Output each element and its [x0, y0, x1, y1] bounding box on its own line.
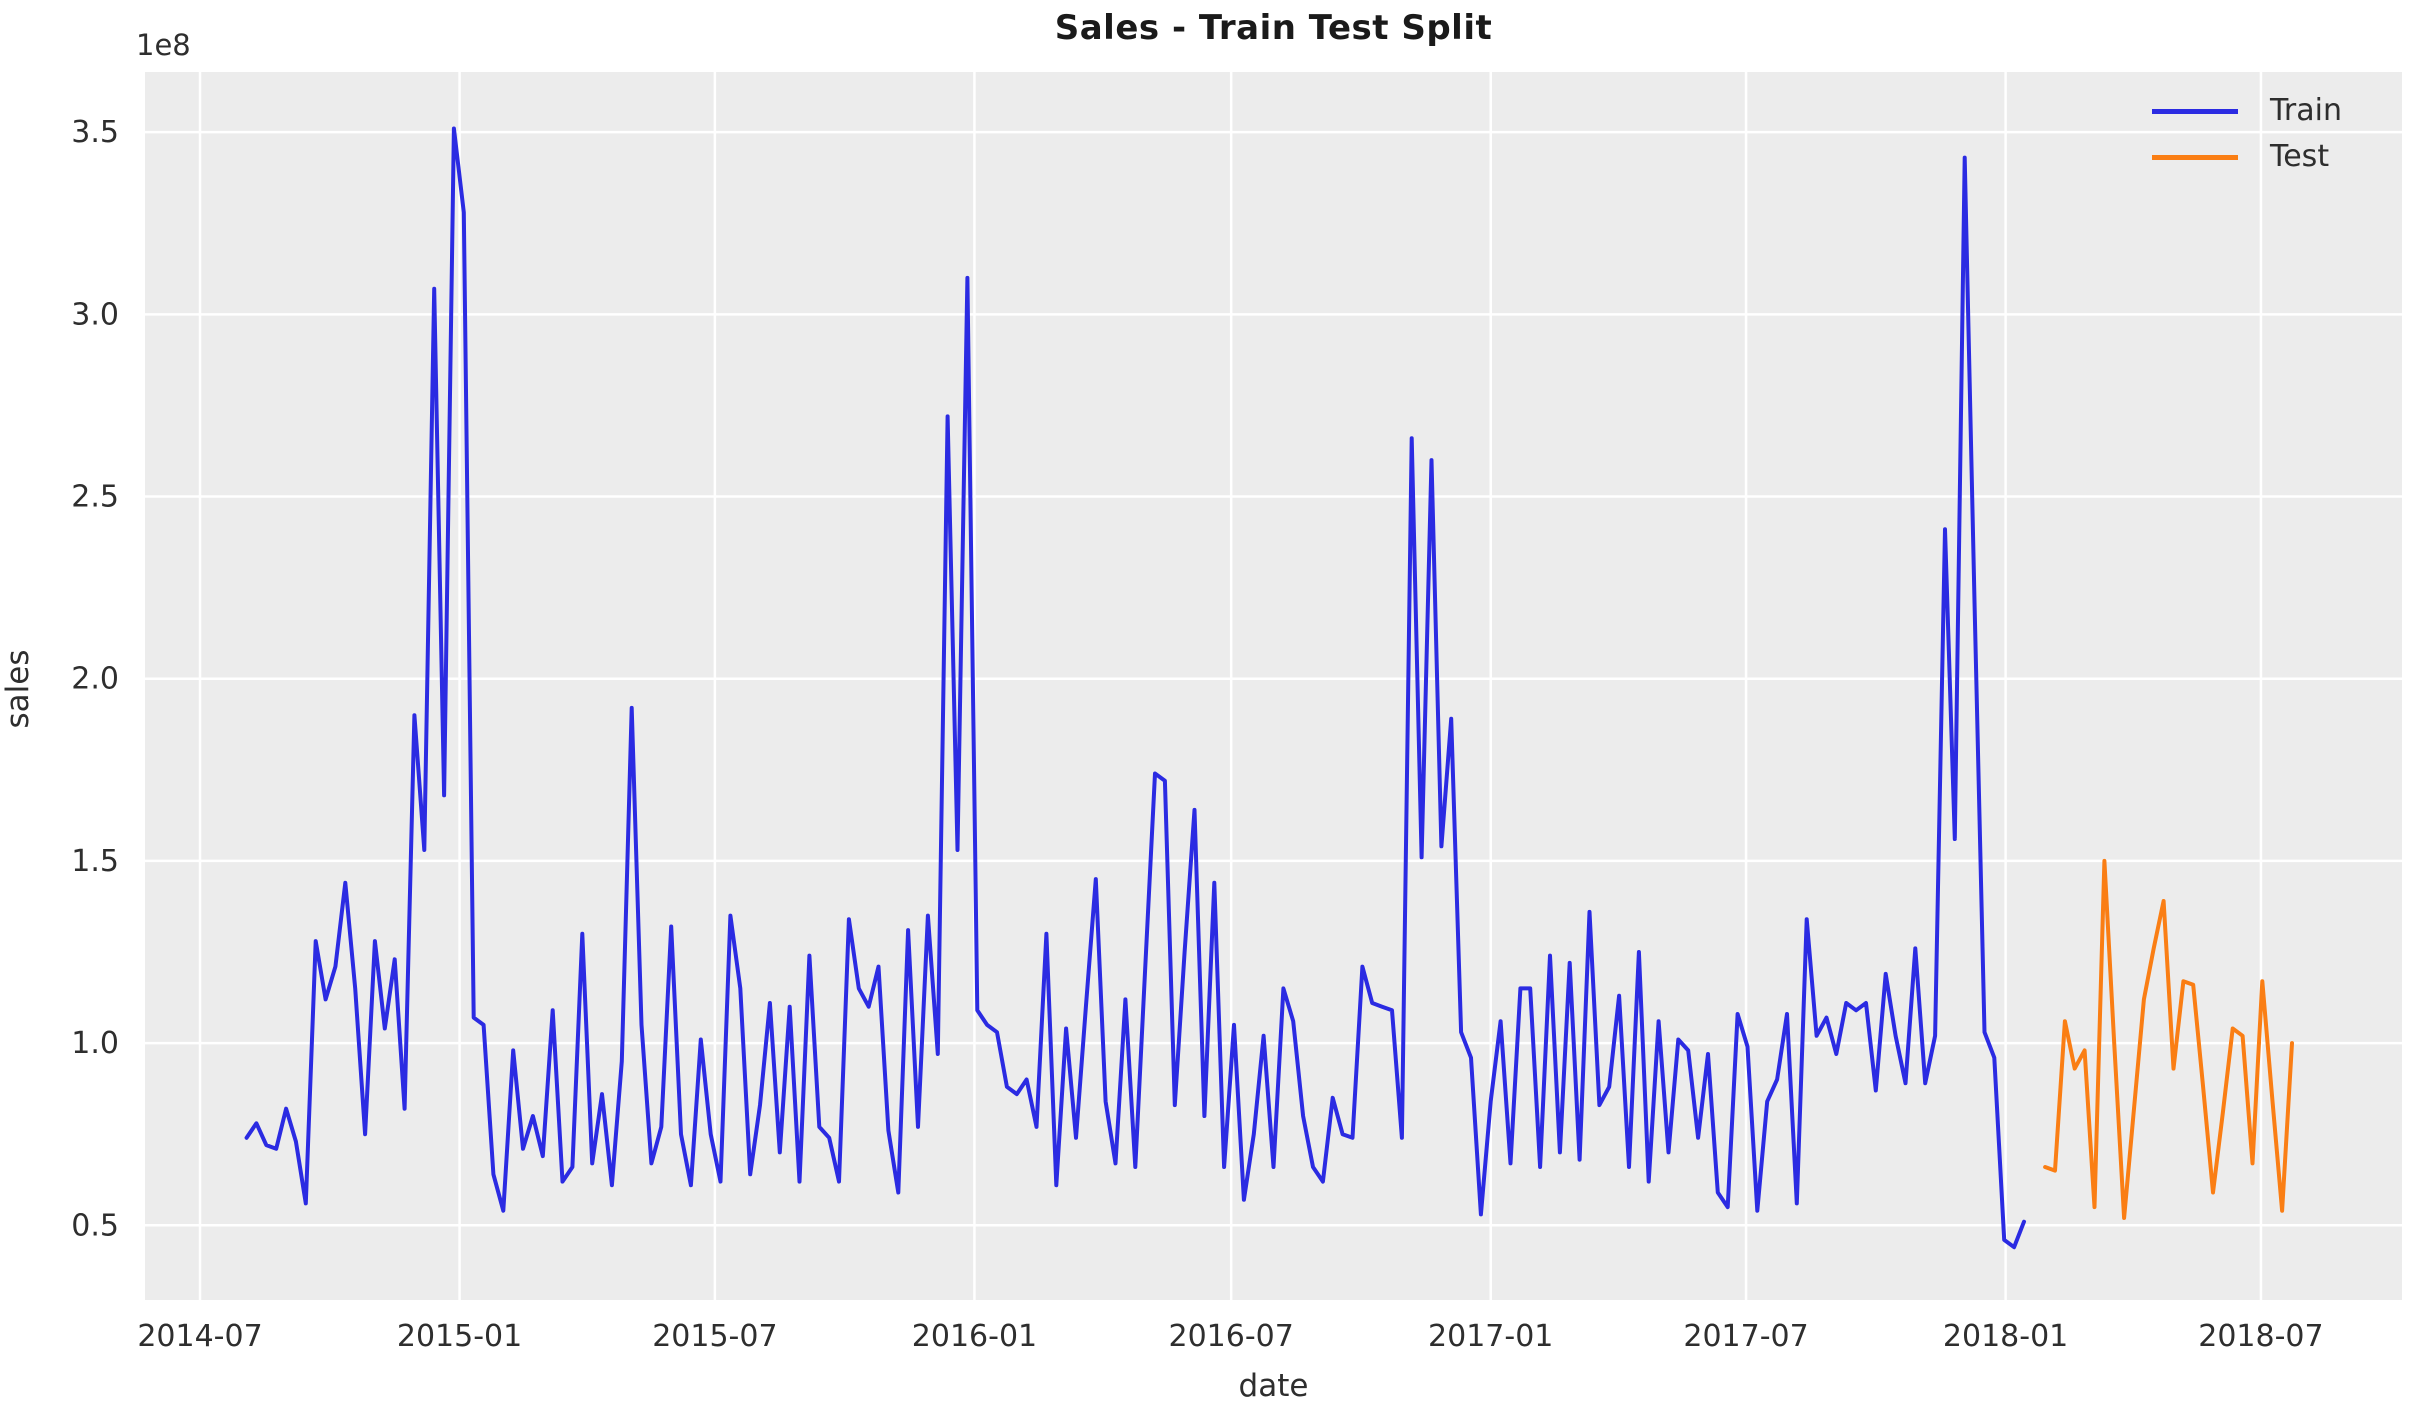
x-tick-label: 2015-07 — [652, 1319, 777, 1354]
x-tick-label: 2017-01 — [1428, 1319, 1553, 1354]
x-axis-label: date — [1238, 1368, 1309, 1404]
y-tick-label: 1.5 — [71, 844, 119, 879]
y-tick-label: 1.0 — [71, 1026, 119, 1061]
x-tick-label: 2017-07 — [1683, 1319, 1808, 1354]
x-tick-label: 2018-01 — [1943, 1319, 2068, 1354]
y-tick-label: 3.0 — [71, 297, 119, 332]
x-tick-label: 2014-07 — [137, 1319, 262, 1354]
x-tick-label: 2015-01 — [397, 1319, 522, 1354]
series-line-train — [244, 126, 2026, 1250]
y-tick-label: 2.5 — [71, 480, 119, 515]
train-line-swatch — [2152, 108, 2238, 114]
y-tick-label: 2.0 — [71, 662, 119, 697]
legend-label-train: Train — [2270, 93, 2342, 128]
legend-item-test: Test — [2152, 142, 2342, 172]
y-tick-label: 0.5 — [71, 1208, 119, 1243]
legend-label-test: Test — [2270, 139, 2330, 174]
x-tick-label: 2018-07 — [2198, 1319, 2323, 1354]
chart-title: Sales - Train Test Split — [1054, 8, 1493, 48]
plot-area — [145, 72, 2402, 1300]
legend: Train Test — [2152, 96, 2342, 172]
series-line-test — [2043, 858, 2294, 1220]
y-tick-label: 3.5 — [71, 115, 119, 150]
test-line-swatch — [2152, 154, 2238, 160]
legend-item-train: Train — [2152, 96, 2342, 126]
y-axis-label: sales — [0, 649, 36, 729]
y-axis-offset-label: 1e8 — [136, 28, 191, 62]
x-tick-label: 2016-07 — [1169, 1319, 1294, 1354]
x-tick-label: 2016-01 — [912, 1319, 1037, 1354]
